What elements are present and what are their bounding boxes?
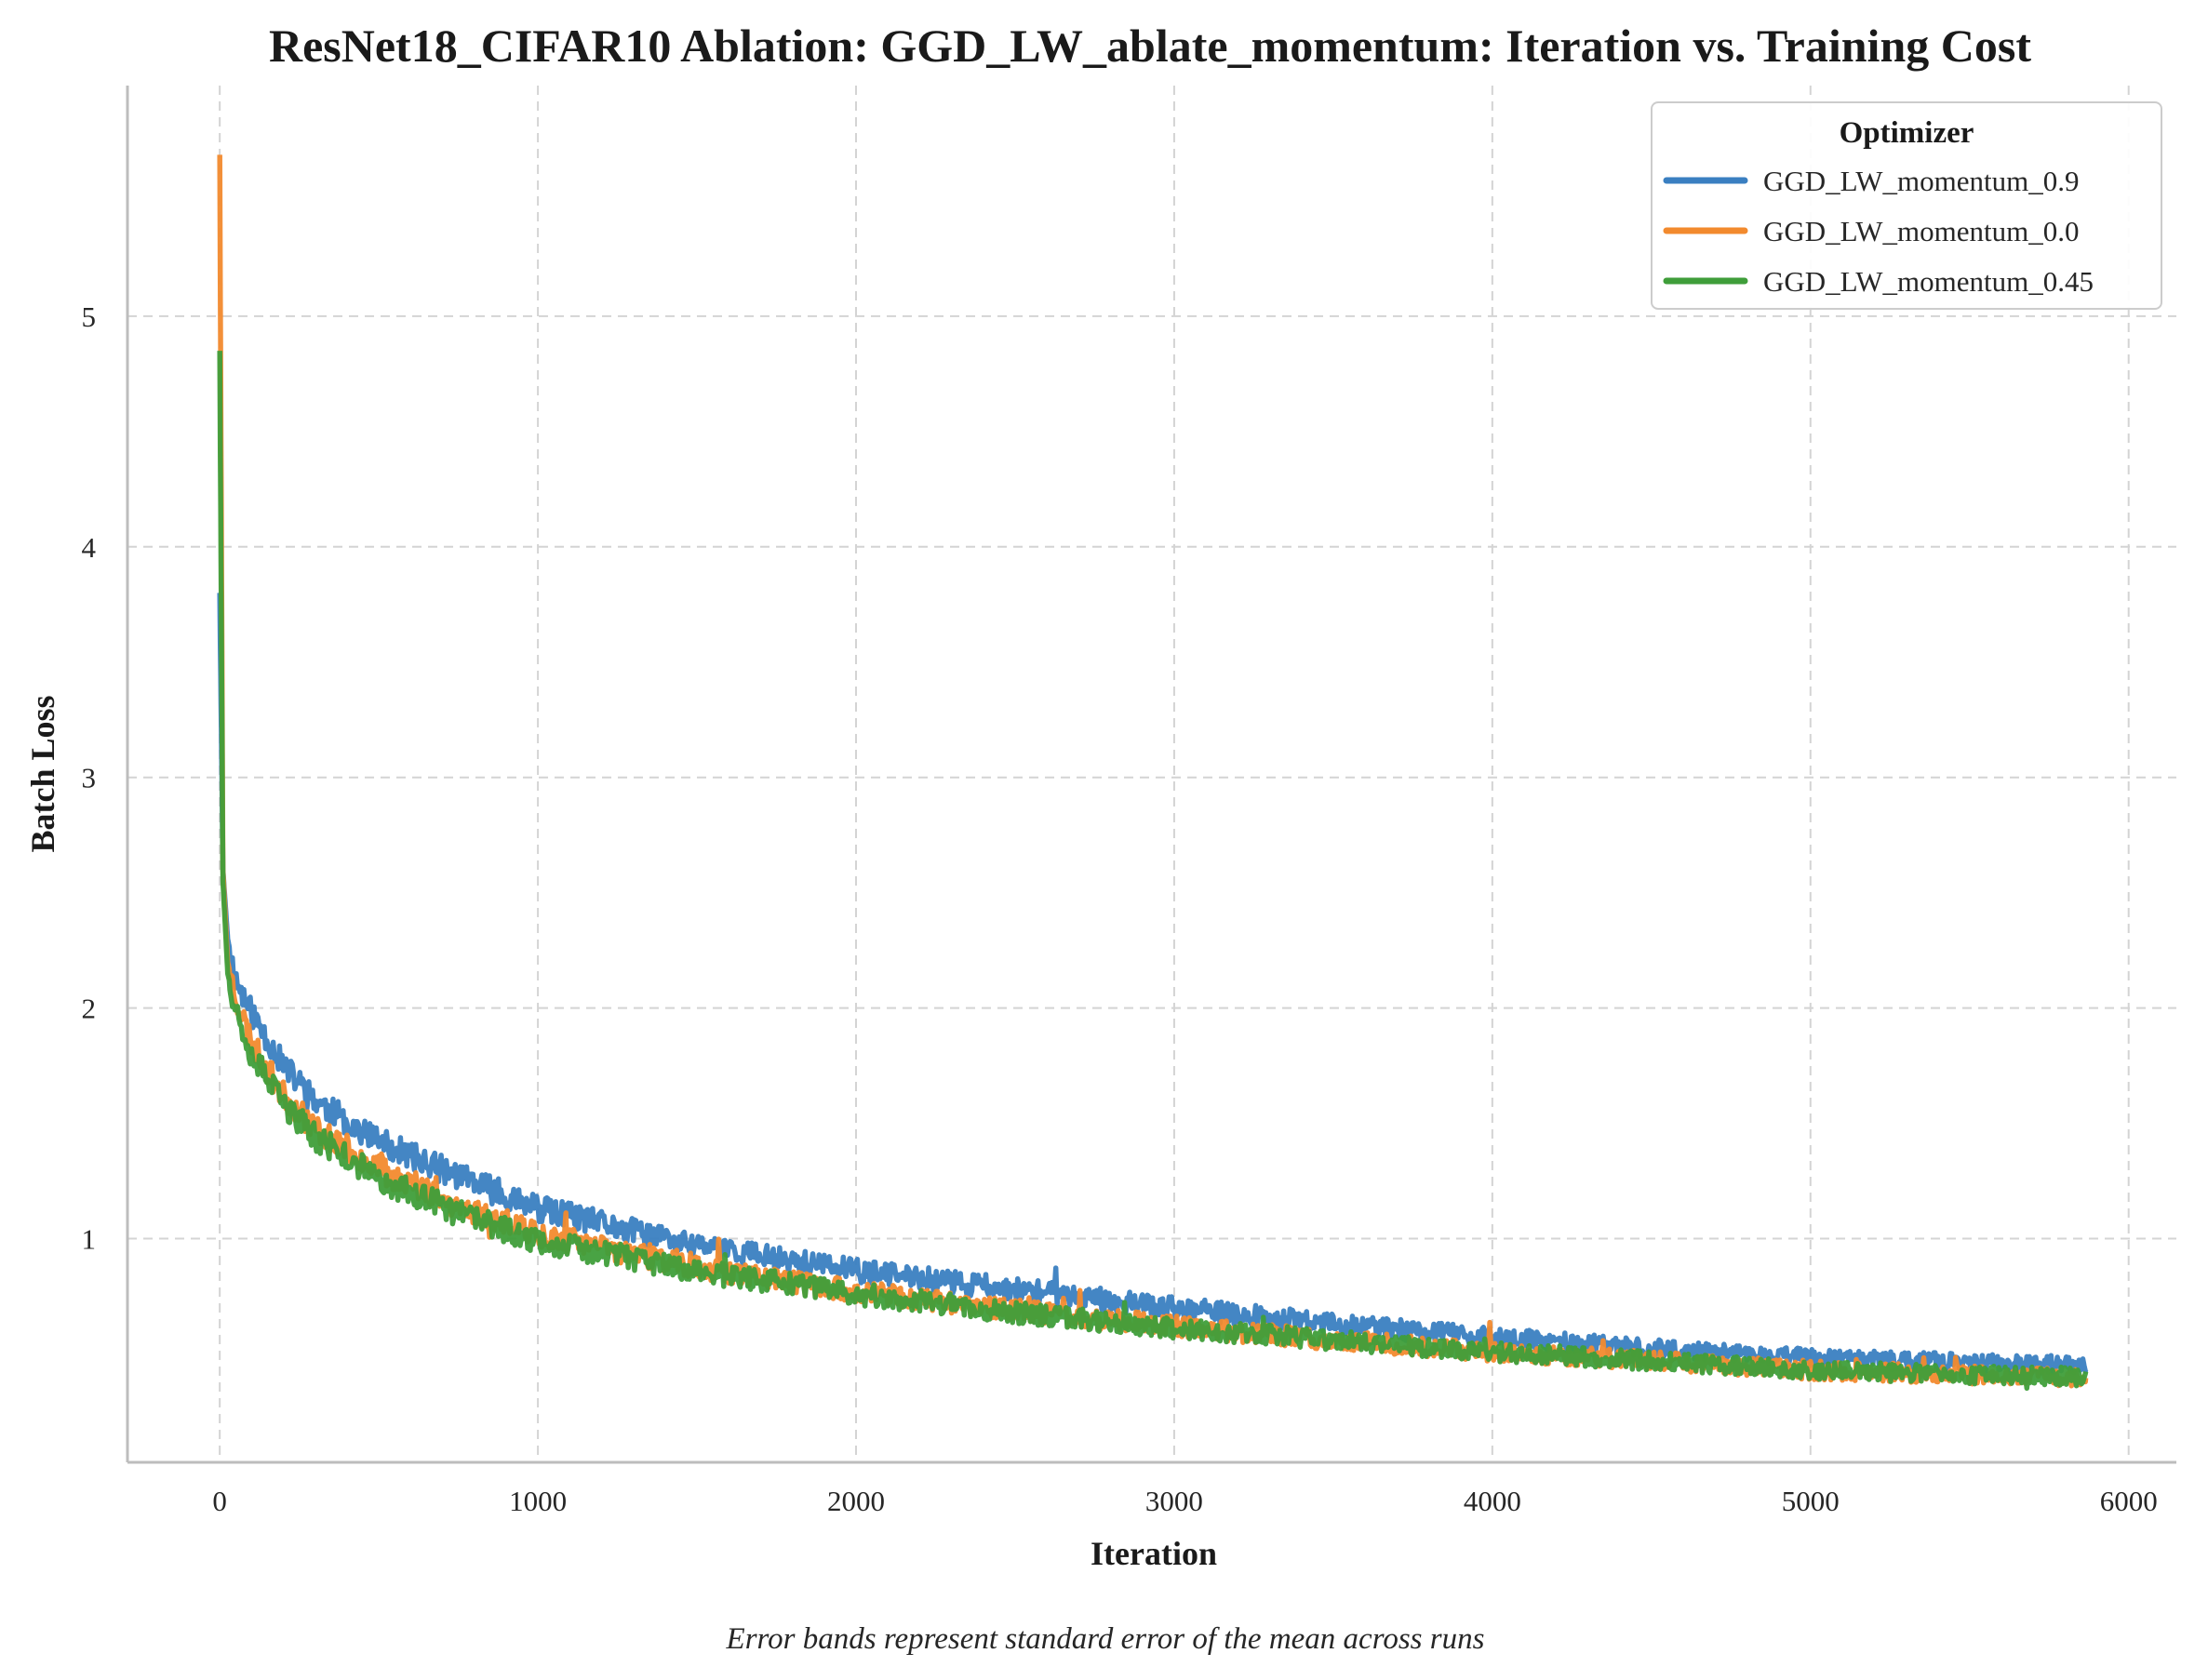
chart-title: ResNet18_CIFAR10 Ablation: GGD_LW_ablate… xyxy=(269,20,2031,72)
legend-box xyxy=(1651,101,2162,310)
series-line-ggd-lw-momentum-0-9 xyxy=(217,593,2089,1376)
legend-label-momentum-0-0: GGD_LW_momentum_0.0 xyxy=(1763,215,2080,247)
y-tick-label: 2 xyxy=(82,993,97,1025)
series-layer xyxy=(217,154,2089,1392)
ticks: 0 1000 2000 3000 4000 5000 6000 1 2 3 4 5 xyxy=(82,300,2158,1517)
y-axis-label: Batch Loss xyxy=(24,695,61,852)
legend: Optimizer GGD_LW_momentum_0.9 GGD_LW_mom… xyxy=(1651,101,2162,310)
x-tick-label: 0 xyxy=(212,1485,227,1517)
x-tick-label: 2000 xyxy=(827,1485,885,1517)
legend-label-momentum-0-45: GGD_LW_momentum_0.45 xyxy=(1763,265,2094,298)
x-tick-label: 4000 xyxy=(1464,1485,1521,1517)
chart-caption: Error bands represent standard error of … xyxy=(726,1622,1485,1656)
y-tick-label: 1 xyxy=(82,1223,97,1256)
x-tick-label: 6000 xyxy=(2100,1485,2158,1517)
y-tick-label: 5 xyxy=(82,300,97,333)
legend-label-momentum-0-9: GGD_LW_momentum_0.9 xyxy=(1763,165,2080,197)
x-tick-label: 5000 xyxy=(1782,1485,1840,1517)
x-axis-label: Iteration xyxy=(1091,1535,1217,1572)
series-line-ggd-lw-momentum-0-45 xyxy=(217,351,2089,1392)
axes xyxy=(126,86,2176,1464)
x-tick-label: 3000 xyxy=(1145,1485,1203,1517)
legend-title: Optimizer xyxy=(1840,116,1974,150)
y-tick-label: 4 xyxy=(82,531,97,564)
y-tick-label: 3 xyxy=(82,762,97,794)
x-tick-label: 1000 xyxy=(509,1485,567,1517)
grid xyxy=(127,86,2176,1462)
